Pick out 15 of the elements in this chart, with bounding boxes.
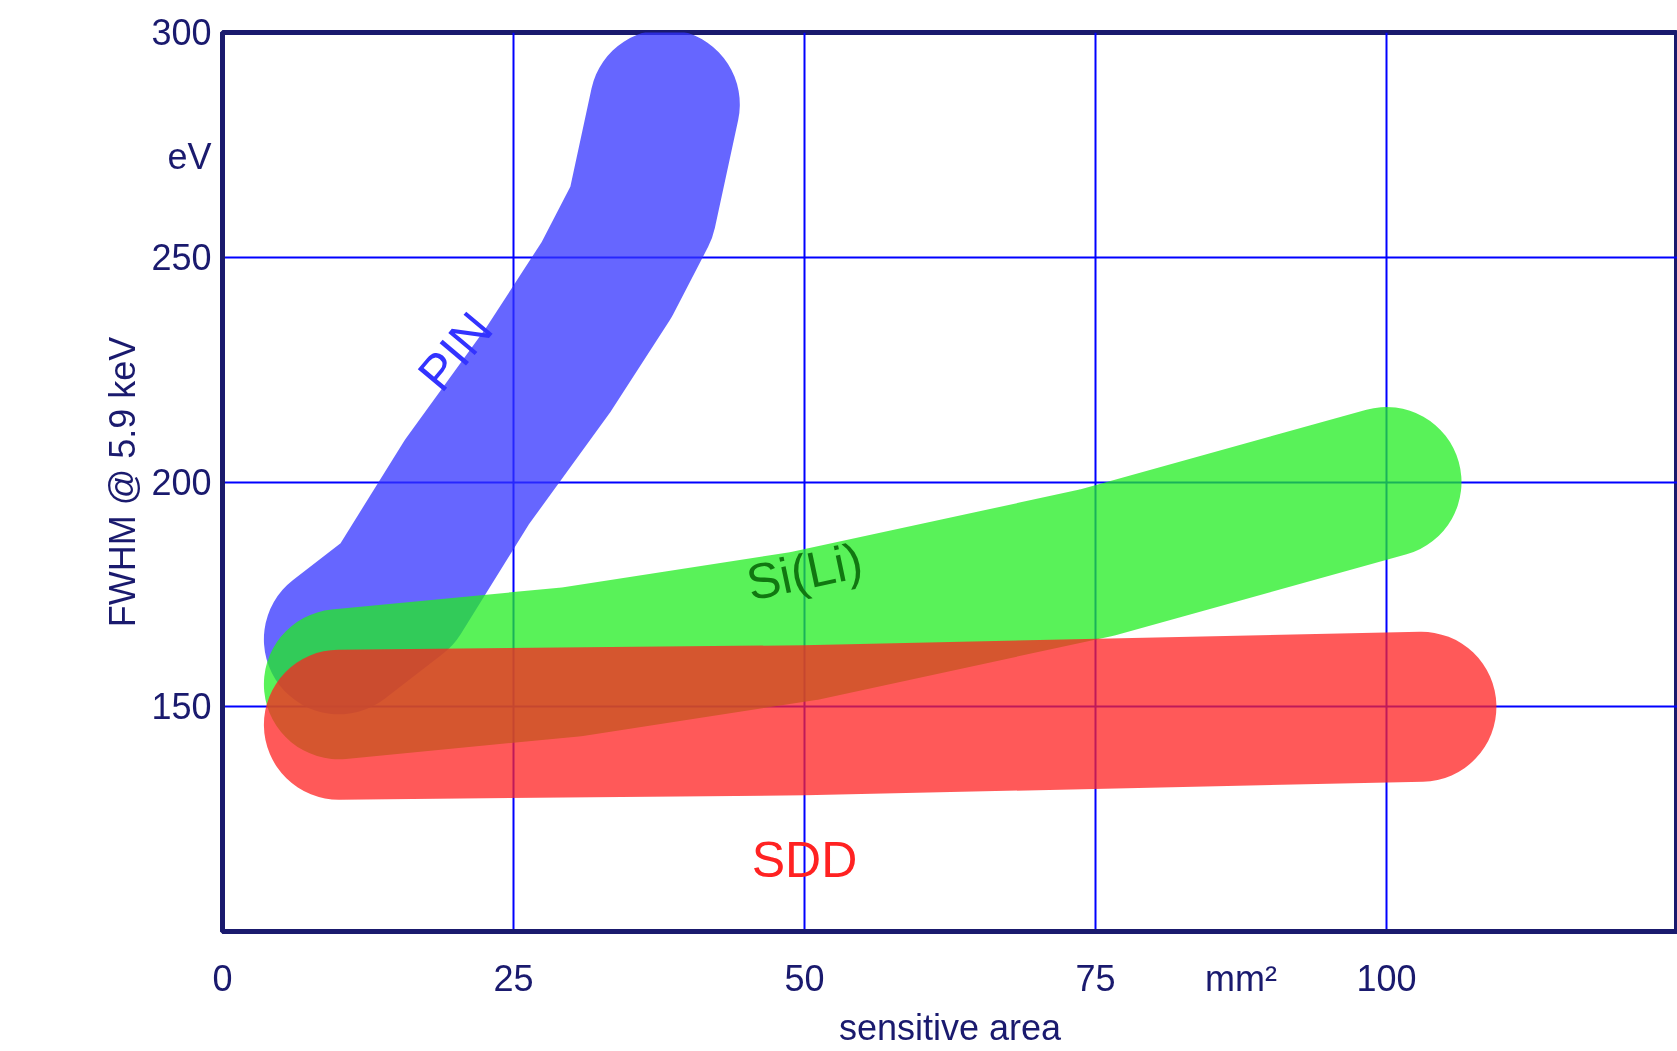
text: PIN <box>407 301 504 402</box>
y-axis-title: FWHM @ 5.9 keV <box>102 336 144 628</box>
x-axis-title: sensitive area <box>838 1006 1063 1048</box>
x-tick-label: 100 <box>1356 957 1417 999</box>
x-tick-label: 50 <box>784 957 825 999</box>
y-tick-label: 200 <box>151 461 212 503</box>
text: Si(Li) <box>741 532 868 612</box>
x-tick-label: 0 <box>212 957 233 999</box>
text: mm² <box>1205 957 1277 999</box>
text: eV <box>167 135 212 177</box>
x-tick-label: 75 <box>1075 957 1116 999</box>
y-tick-label: 250 <box>151 236 212 278</box>
y-tick-label: 150 <box>151 686 212 728</box>
x-tick-label: 25 <box>493 957 534 999</box>
y-tick-label: 300 <box>151 12 212 53</box>
